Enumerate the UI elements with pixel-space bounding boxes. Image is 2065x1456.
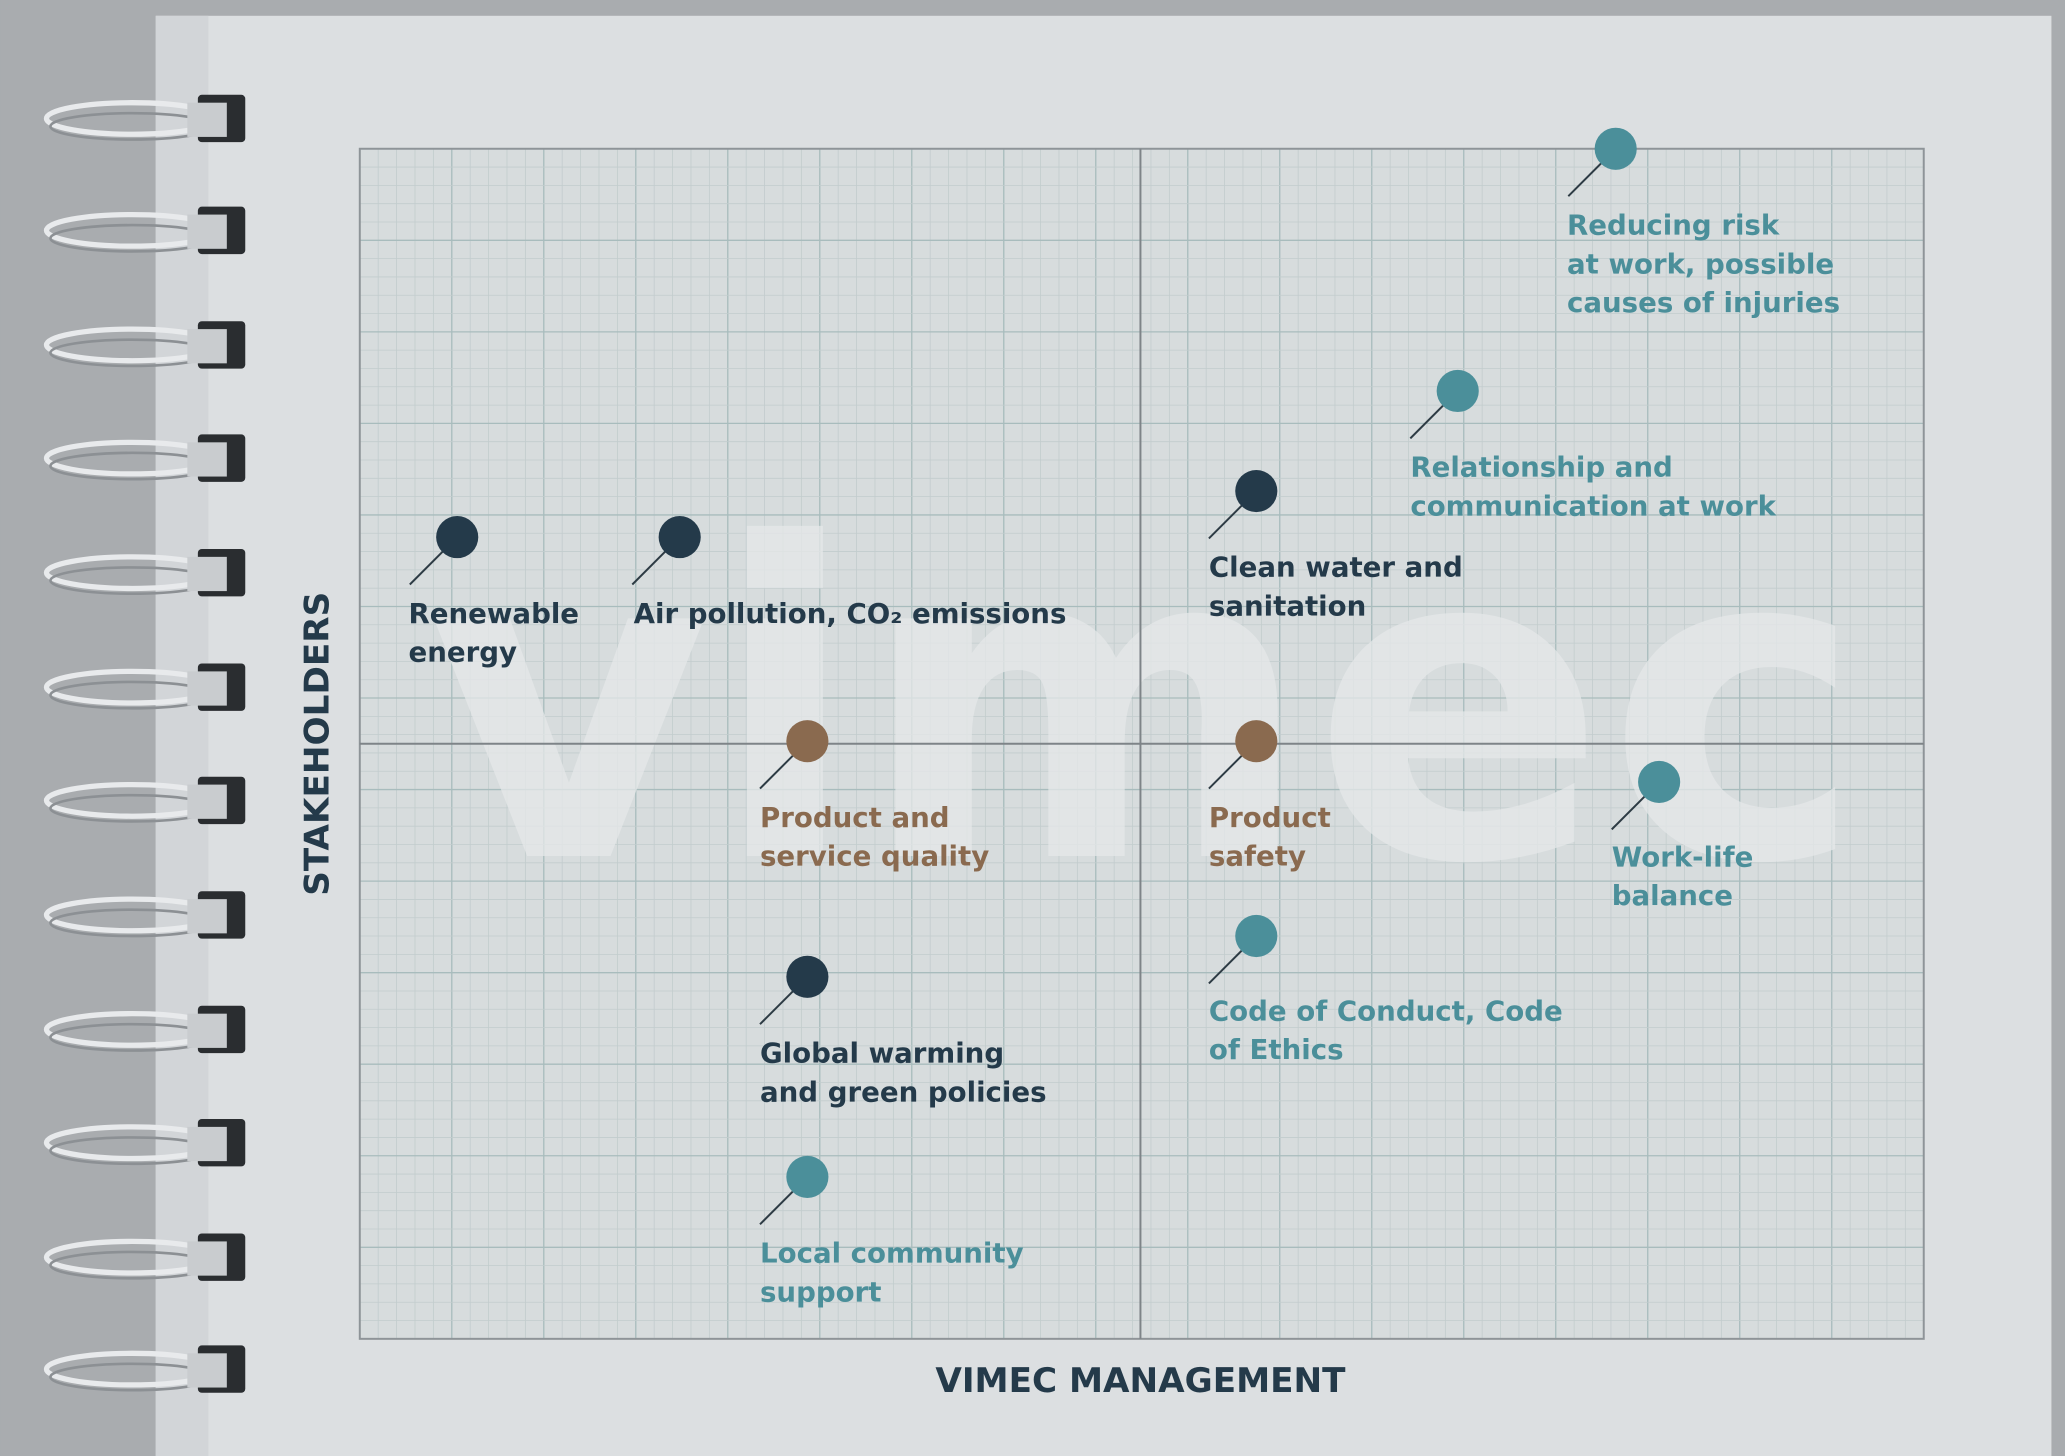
issue-label: Renewable [409,597,580,630]
issue-label: support [760,1275,881,1308]
spiral-rings [43,94,246,1393]
pin-head [436,516,479,559]
y-axis-label: STAKEHOLDERS [297,592,337,896]
issue-label: at work, possible [1567,247,1834,280]
pin-head [786,955,829,998]
issue-label: Reducing risk [1567,208,1780,241]
pin-head [1436,369,1479,413]
pin-head [786,720,829,763]
issue-label: communication at work [1410,489,1776,522]
x-axis-label: VIMEC MANAGEMENT [935,1361,1346,1401]
ring-clip [187,671,227,706]
ring-clip [187,214,227,249]
page-margin [155,15,209,1456]
issue-label: Clean water and [1209,551,1463,584]
pin-head [1594,127,1637,170]
ring-clip [187,899,227,934]
pin-head [1235,720,1278,763]
issue-label: Relationship and [1410,451,1673,484]
ring-clip [187,784,227,819]
issue-label: Work-life [1612,840,1754,873]
ring-clip [187,102,227,137]
issue-label: Product [1209,801,1331,834]
ring-clip [187,442,227,477]
issue-label: of Ethics [1209,1033,1344,1066]
issue-label: service quality [760,840,989,873]
ring-clip [187,1126,227,1162]
ring-clip [187,556,227,592]
ring-clip [187,329,227,364]
ring-clip [187,1241,227,1276]
issue-label: Global warming [760,1036,1004,1069]
issue-label: Product and [760,801,950,834]
pin-head [1235,914,1278,958]
pin-head [1638,760,1681,804]
pin-head [658,516,701,559]
issue-label: causes of injuries [1567,286,1840,319]
ring-clip [187,1013,227,1048]
issues: Renewable energy Air pollution, CO₂ emissi… [409,127,1840,1308]
pin-head [786,1155,829,1198]
issue-label: Local community [760,1237,1024,1270]
issue-label: Code of Conduct, Code [1209,994,1563,1027]
issue-label: safety [1209,840,1306,873]
issue-label: sanitation [1209,590,1366,623]
pin-head [1235,469,1278,513]
issue-label: Air pollution, CO₂ emissions [634,597,1067,630]
issue-label: and green policies [760,1075,1047,1108]
issue-label: balance [1612,879,1733,912]
issue-label: energy [409,636,518,669]
ring-clip [187,1353,227,1388]
